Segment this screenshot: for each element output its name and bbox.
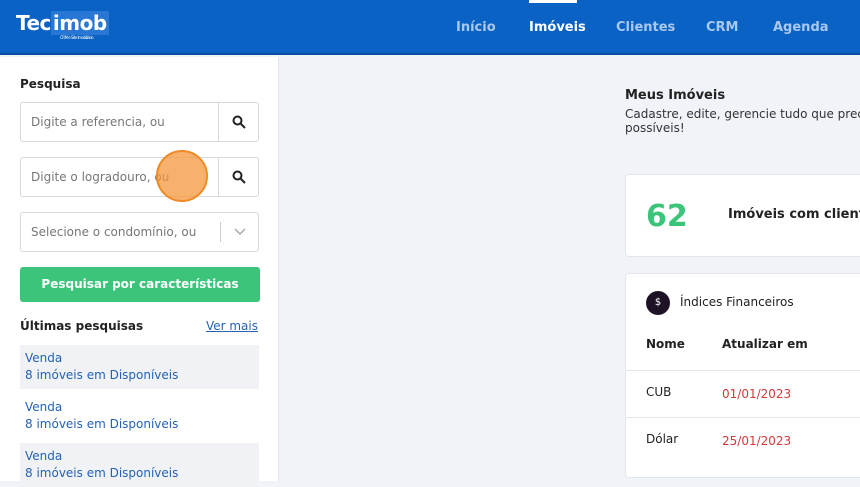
nav-agenda[interactable]: Agenda (773, 20, 829, 35)
search-sidebar: Pesquisa Digite a referencia, ou Digite … (0, 57, 279, 487)
condo-select[interactable]: Selecione o condomínio, ou (20, 212, 259, 252)
nav-crm[interactable]: CRM (706, 20, 739, 35)
tecimob-logo[interactable]: Tec imob CRM e Site Imobiliário (16, 11, 109, 40)
chevron-down-icon (234, 228, 246, 236)
recent-search-item[interactable]: Venda 8 imóveis em Disponíveis (20, 345, 259, 389)
indices-title: Índices Financeiros (680, 295, 794, 309)
index-name: Dólar (646, 432, 679, 446)
recent-searches-label: Últimas pesquisas (20, 319, 144, 333)
recent-search-item[interactable]: Venda 8 imóveis em Disponíveis (20, 443, 259, 487)
top-navbar: Tec imob CRM e Site Imobiliário Início Imó… (0, 0, 860, 55)
dollar-icon: $ (646, 291, 670, 315)
page-header: Meus Imóveis Cadastre, edite, gerencie t… (625, 88, 860, 135)
col-update: Atualizar em (722, 337, 808, 351)
nav-imoveis[interactable]: Imóveis (529, 0, 586, 55)
page-subtitle-2: possíveis! (625, 121, 685, 135)
page-subtitle-1: Cadastre, edite, gerencie tudo que prec (625, 107, 860, 121)
stat-label: Imóveis com client (728, 207, 860, 222)
search-label: Pesquisa (20, 77, 81, 91)
search-icon (232, 170, 246, 184)
search-icon (232, 115, 246, 129)
index-date: 01/01/2023 (722, 387, 792, 401)
street-search-input[interactable]: Digite o logradouro, ou (20, 157, 259, 197)
click-indicator (156, 150, 208, 202)
reference-search-input[interactable]: Digite a referencia, ou (20, 102, 259, 142)
stat-card[interactable]: 62 Imóveis com client (625, 174, 860, 257)
page-title: Meus Imóveis (625, 88, 726, 103)
search-reference-button[interactable] (218, 103, 258, 141)
search-street-button[interactable] (218, 158, 258, 196)
nav-inicio[interactable]: Início (456, 20, 496, 35)
stat-value: 62 (646, 199, 688, 234)
nav-clientes[interactable]: Clientes (616, 20, 676, 35)
col-name: Nome (646, 337, 685, 351)
see-more-link[interactable]: Ver mais (205, 319, 258, 333)
index-name: CUB (646, 385, 672, 399)
recent-search-item[interactable]: Venda 8 imóveis em Disponíveis (25, 400, 179, 431)
financial-indices-card: $ Índices Financeiros Nome Atualizar em … (625, 273, 860, 478)
index-date: 25/01/2023 (722, 434, 792, 448)
search-features-button[interactable]: Pesquisar por características (20, 267, 260, 302)
